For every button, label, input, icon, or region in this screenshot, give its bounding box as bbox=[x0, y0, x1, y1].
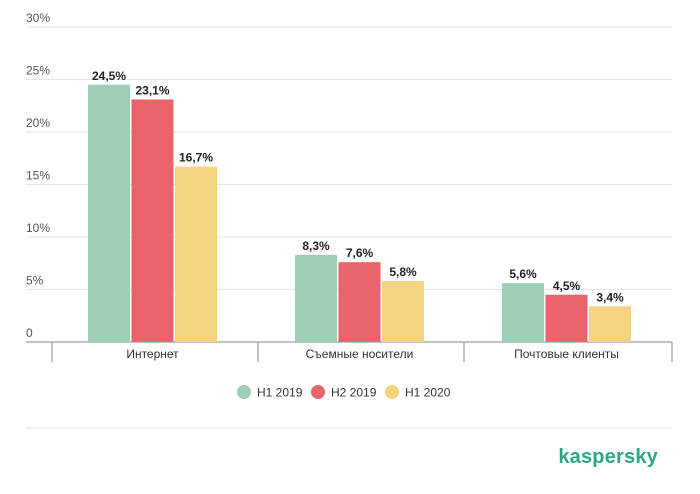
kaspersky-logo: kaspersky bbox=[558, 446, 658, 468]
bar[interactable] bbox=[131, 99, 174, 342]
data-label: 3,4% bbox=[596, 290, 624, 304]
bar[interactable] bbox=[589, 306, 631, 342]
legend-swatch bbox=[311, 385, 325, 399]
y-tick-label: 5% bbox=[26, 274, 44, 288]
x-category-label: Почтовые клиенты bbox=[514, 347, 619, 361]
bar[interactable] bbox=[382, 281, 424, 342]
bar[interactable] bbox=[175, 166, 217, 342]
y-tick-label: 10% bbox=[26, 221, 50, 235]
bar[interactable] bbox=[545, 294, 588, 342]
y-tick-label: 30% bbox=[26, 11, 50, 25]
legend-swatch bbox=[385, 385, 399, 399]
legend-swatch bbox=[237, 385, 251, 399]
y-tick-label: 15% bbox=[26, 169, 50, 183]
data-label: 4,5% bbox=[553, 279, 581, 293]
legend-label: H1 2020 bbox=[405, 386, 451, 400]
data-label: 16,7% bbox=[179, 151, 213, 165]
data-label: 5,8% bbox=[389, 265, 417, 279]
data-label: 8,3% bbox=[302, 239, 330, 253]
bar[interactable] bbox=[502, 283, 544, 342]
x-category-label: Съемные носители bbox=[306, 347, 414, 361]
data-label: 5,6% bbox=[509, 267, 537, 281]
y-tick-label: 25% bbox=[26, 64, 50, 78]
legend-label: H2 2019 bbox=[331, 386, 377, 400]
bar[interactable] bbox=[88, 84, 130, 342]
y-tick-label: 20% bbox=[26, 116, 50, 130]
y-tick-label: 0 bbox=[26, 326, 33, 340]
legend-label: H1 2019 bbox=[257, 386, 303, 400]
bar[interactable] bbox=[338, 262, 381, 342]
data-label: 23,1% bbox=[135, 83, 169, 97]
data-label: 7,6% bbox=[346, 246, 374, 260]
bar[interactable] bbox=[295, 254, 337, 342]
data-label: 24,5% bbox=[92, 69, 126, 83]
x-category-label: Интернет bbox=[126, 347, 179, 361]
